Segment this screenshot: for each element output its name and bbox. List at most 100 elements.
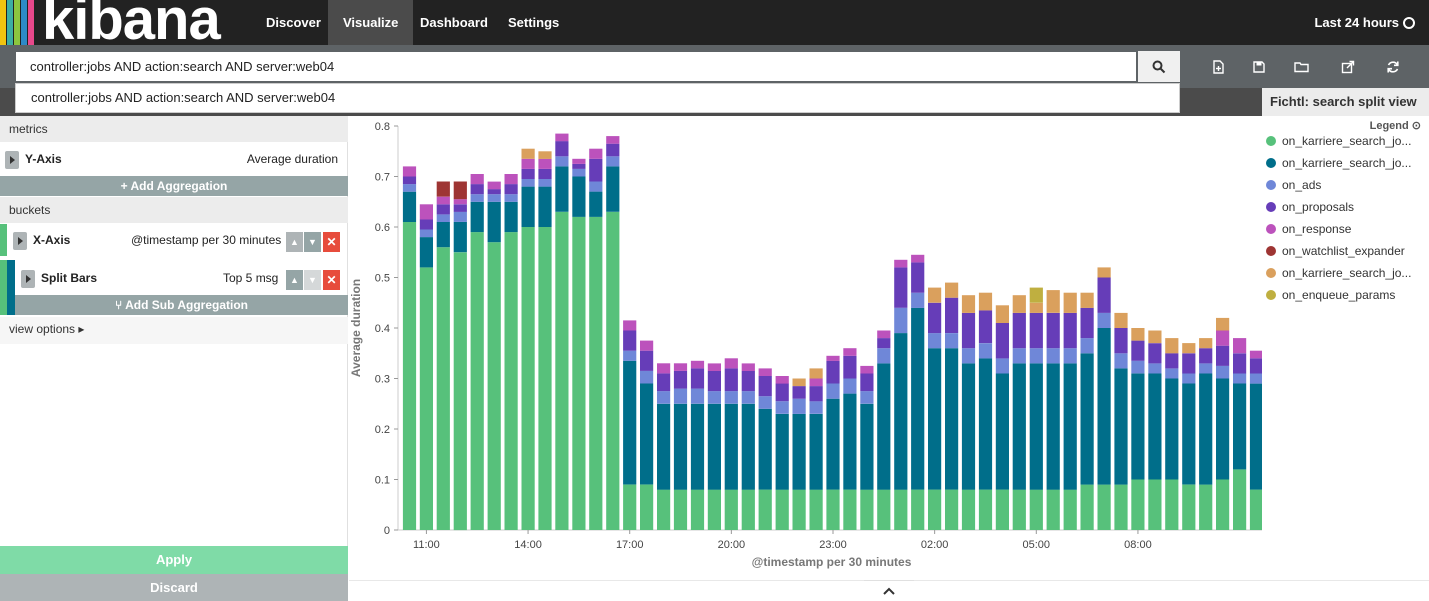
bar-segment: [961, 348, 976, 364]
remove-button[interactable]: ✕: [323, 232, 340, 252]
bar-segment: [589, 216, 603, 530]
discard-button[interactable]: Discard: [0, 574, 348, 601]
bar-segment: [1131, 373, 1145, 480]
legend-item[interactable]: on_enqueue_params: [1266, 288, 1426, 306]
bar-segment: [572, 216, 586, 530]
bar-segment: [995, 373, 1009, 490]
bar-segment: [1029, 363, 1043, 490]
move-up-button[interactable]: ▲: [286, 270, 303, 290]
bar-segment: [809, 378, 823, 387]
bar-segment: [504, 194, 518, 202]
agg-desc: @timestamp per 30 minutes: [131, 233, 282, 247]
bar-segment: [843, 348, 857, 356]
typeahead-suggestion[interactable]: controller:jobs AND action:search AND se…: [15, 83, 1180, 113]
bar-segment: [741, 403, 755, 490]
add-aggregation-button[interactable]: + Add Aggregation: [0, 176, 348, 196]
legend-item[interactable]: on_proposals: [1266, 200, 1426, 218]
chevron-up-icon: [883, 587, 895, 595]
y-tick-label: 0.3: [375, 374, 390, 386]
open-folder-icon[interactable]: [1292, 57, 1312, 77]
bar-segment: [589, 191, 603, 217]
legend-item[interactable]: on_watchlist_expander: [1266, 244, 1426, 262]
x-axis-color-bar: [0, 224, 7, 256]
bar-segment: [673, 489, 688, 530]
move-up-button[interactable]: ▲: [286, 232, 303, 252]
top-nav: kibana Discover Visualize Dashboard Sett…: [0, 0, 1429, 45]
search-input[interactable]: [15, 51, 1137, 82]
kibana-logo[interactable]: kibana: [0, 0, 240, 45]
bar-segment: [657, 403, 671, 490]
bar-segment: [809, 368, 823, 379]
bar-segment: [453, 221, 467, 253]
bar-segment: [504, 232, 518, 530]
expand-caret-icon[interactable]: [21, 270, 35, 288]
expand-caret-icon[interactable]: [13, 232, 27, 250]
legend-item[interactable]: on_response: [1266, 222, 1426, 240]
bar-segment: [724, 391, 738, 404]
bar-segment: [589, 158, 603, 182]
bar-segment: [555, 211, 569, 530]
bar-segment: [758, 489, 772, 530]
bar-segment: [419, 204, 433, 220]
bar-segment: [1199, 373, 1213, 485]
legend-item[interactable]: on_ads: [1266, 178, 1426, 196]
save-icon[interactable]: [1249, 57, 1269, 77]
spy-panel-toggle[interactable]: [864, 580, 914, 601]
bar-segment: [978, 358, 993, 490]
legend-label: on_proposals: [1282, 200, 1355, 214]
bar-segment: [1148, 330, 1162, 344]
bar-segment: [436, 214, 450, 222]
legend-label: on_karriere_search_jo...: [1282, 266, 1412, 280]
bar-segment: [1046, 489, 1060, 530]
bar-segment: [978, 310, 993, 344]
legend-dot-icon: [1266, 290, 1276, 300]
bar-segment: [487, 242, 501, 530]
bar-segment: [487, 189, 501, 195]
bar-segment: [843, 489, 857, 530]
bar-segment: [1216, 479, 1230, 530]
legend-item[interactable]: on_karriere_search_jo...: [1266, 266, 1426, 284]
bar-segment: [1114, 368, 1128, 485]
bar-segment: [470, 194, 484, 202]
search-button[interactable]: [1138, 51, 1180, 82]
view-options-toggle[interactable]: view options ▸: [9, 322, 85, 336]
legend-toggle[interactable]: Legend ⊙: [1369, 120, 1421, 132]
bar-segment: [521, 227, 535, 530]
apply-button[interactable]: Apply: [0, 546, 348, 574]
bar-segment: [860, 391, 874, 404]
bar-segment: [555, 166, 569, 212]
x-axis-agg[interactable]: X-Axis @timestamp per 30 minutes ▲ ▼ ✕: [0, 224, 348, 256]
bar-segment: [995, 305, 1009, 323]
nav-visualize[interactable]: Visualize: [328, 0, 414, 45]
remove-button[interactable]: ✕: [323, 270, 340, 290]
new-visualization-icon[interactable]: [1208, 57, 1228, 77]
bar-segment: [1080, 353, 1094, 485]
time-picker[interactable]: Last 24 hours: [1314, 0, 1415, 45]
y-axis-agg[interactable]: Y-Axis Average duration: [0, 143, 348, 175]
nav-discover[interactable]: Discover: [266, 15, 321, 30]
x-axis-title: @timestamp per 30 minutes: [752, 555, 912, 569]
legend-item[interactable]: on_karriere_search_jo...: [1266, 134, 1426, 152]
move-down-button[interactable]: ▼: [304, 270, 321, 290]
expand-caret-icon[interactable]: [5, 151, 19, 169]
legend-item[interactable]: on_karriere_search_jo...: [1266, 156, 1426, 174]
nav-settings[interactable]: Settings: [508, 15, 560, 30]
bar-segment: [402, 184, 417, 192]
bar-segment: [775, 376, 789, 384]
bar-segment: [809, 413, 823, 490]
add-sub-aggregation-button[interactable]: ⑂ Add Sub Aggregation: [15, 295, 348, 315]
bar-segment: [826, 398, 840, 490]
bar-segment: [911, 307, 925, 490]
bar-segment: [1063, 363, 1077, 490]
bar-segment: [538, 179, 552, 187]
refresh-icon[interactable]: [1383, 57, 1403, 77]
nav-dashboard[interactable]: Dashboard: [420, 15, 488, 30]
bar-segment: [1182, 373, 1196, 384]
bar-segment: [945, 489, 959, 530]
buckets-header: buckets: [0, 197, 348, 223]
share-icon[interactable]: [1338, 57, 1358, 77]
x-tick-label: 23:00: [819, 539, 847, 551]
split-bars-agg[interactable]: Split Bars Top 5 msg ▲ ▼ ✕: [0, 262, 348, 294]
bar-segment: [894, 489, 908, 530]
move-down-button[interactable]: ▼: [304, 232, 321, 252]
